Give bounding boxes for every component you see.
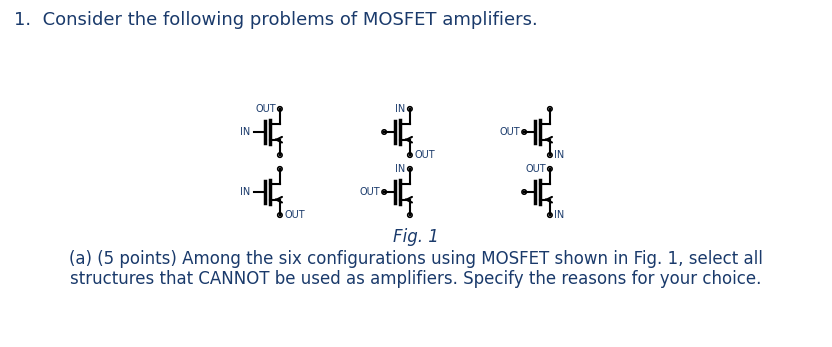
Text: OUT: OUT <box>359 187 380 197</box>
Text: IN: IN <box>240 187 250 197</box>
Text: OUT: OUT <box>525 164 546 174</box>
Text: structures that CANNOT be used as amplifiers. Specify the reasons for your choic: structures that CANNOT be used as amplif… <box>71 270 761 288</box>
Text: (a) (5 points) Among the six configurations using MOSFET shown in Fig. 1, select: (a) (5 points) Among the six configurati… <box>69 250 763 268</box>
Text: OUT: OUT <box>284 210 305 220</box>
Text: OUT: OUT <box>255 104 275 114</box>
Text: IN: IN <box>240 127 250 137</box>
Text: IN: IN <box>395 104 406 114</box>
Text: IN: IN <box>554 150 564 160</box>
Text: Fig. 1: Fig. 1 <box>393 228 439 246</box>
Text: OUT: OUT <box>499 127 520 137</box>
Text: OUT: OUT <box>414 150 435 160</box>
Text: IN: IN <box>554 210 564 220</box>
Text: 1.  Consider the following problems of MOSFET amplifiers.: 1. Consider the following problems of MO… <box>14 11 537 29</box>
Text: IN: IN <box>395 164 406 174</box>
